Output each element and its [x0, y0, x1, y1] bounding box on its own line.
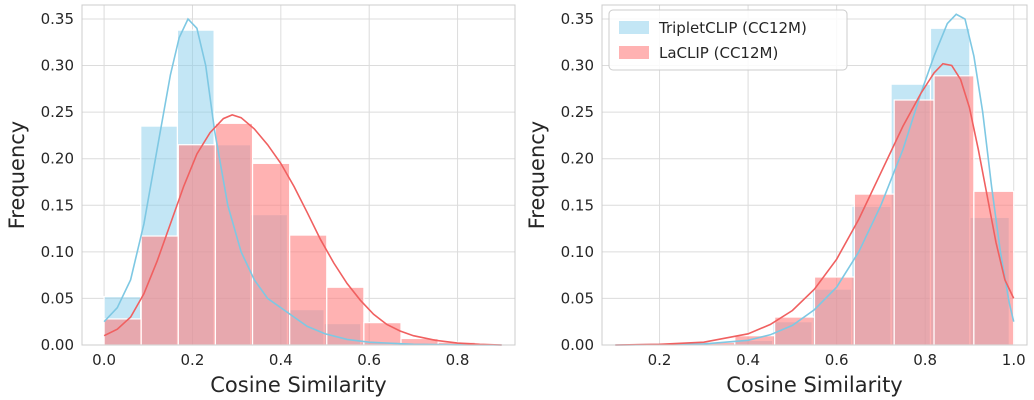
y-tick-label: 0.15 — [41, 196, 74, 214]
right-histogram-panel: 0.00 0.05 0.10 0.15 0.20 0.25 0.30 0.35 0.2 0.4 0.… — [525, 4, 1028, 397]
legend-label: TripletCLIP (CC12M) — [658, 19, 807, 37]
histogram-bar — [177, 144, 217, 346]
x-tick-label: 0.8 — [446, 351, 470, 369]
y-tick-label: 0.00 — [41, 336, 74, 354]
x-tick-label: 0.2 — [648, 351, 672, 369]
axes-frame — [601, 4, 1028, 346]
axes-frame — [81, 4, 516, 346]
histogram-bar — [289, 234, 328, 346]
histogram-bar — [813, 276, 855, 346]
legend-box — [608, 9, 848, 71]
y-tick-label: 0.25 — [41, 103, 74, 121]
histogram-bar — [973, 190, 1015, 346]
kde-curve — [615, 62, 1015, 346]
y-tick-label: 0.35 — [41, 10, 74, 28]
histogram-bar — [214, 122, 254, 346]
y-tick-label: 0.15 — [561, 196, 594, 214]
y-tick-label: 0.05 — [561, 289, 594, 307]
kde-curve — [615, 13, 1015, 346]
kde-curve — [103, 114, 502, 346]
x-tick-label: 0.0 — [92, 351, 116, 369]
y-tick-label: 0.25 — [561, 103, 594, 121]
x-tick-label: 0.4 — [269, 351, 293, 369]
x-tick-label: 0.8 — [913, 351, 937, 369]
y-tick-label: 0.10 — [561, 243, 594, 261]
y-tick-label: 0.05 — [41, 289, 74, 307]
y-tick-label: 0.30 — [41, 57, 74, 75]
y-tick-label: 0.20 — [561, 150, 594, 168]
x-tick-label: 0.4 — [736, 351, 760, 369]
x-tick-label: 0.2 — [181, 351, 205, 369]
kde-curve — [103, 17, 502, 346]
left-histogram-panel: 0.00 0.05 0.10 0.15 0.20 0.25 0.30 0.35 0.0 0.2 0.… — [5, 4, 516, 397]
y-tick-label: 0.10 — [41, 243, 74, 261]
y-tick-label: 0.00 — [561, 336, 594, 354]
x-axis-label: Cosine Similarity — [210, 373, 386, 397]
y-axis-label: Frequency — [525, 121, 549, 230]
histogram-bar — [893, 99, 935, 346]
y-tick-label: 0.30 — [561, 57, 594, 75]
x-tick-label: 0.6 — [357, 351, 381, 369]
x-tick-label: 0.6 — [825, 351, 849, 369]
legend-swatch — [619, 21, 649, 34]
y-tick-label: 0.35 — [561, 10, 594, 28]
histogram-bar — [774, 316, 816, 346]
histogram-bar — [251, 162, 291, 346]
histogram-bar — [933, 75, 975, 346]
legend-label: LaCLIP (CC12M) — [659, 44, 778, 62]
histogram-bar — [103, 318, 142, 346]
y-axis-label: Frequency — [5, 121, 29, 230]
x-axis-label: Cosine Similarity — [726, 373, 902, 397]
legend-swatch — [619, 46, 649, 59]
x-tick-label: 1.0 — [1002, 351, 1026, 369]
y-tick-label: 0.20 — [41, 150, 74, 168]
